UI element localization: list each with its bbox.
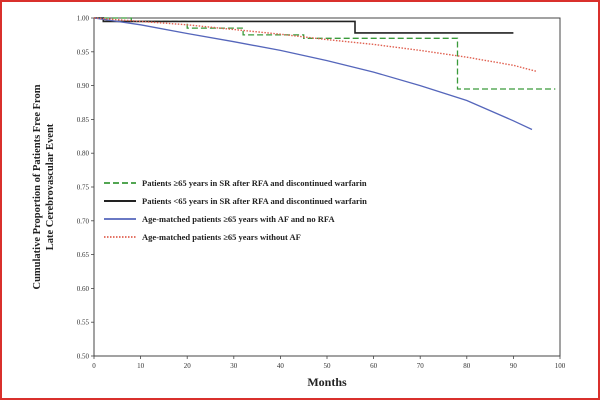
x-tick-label: 20	[184, 362, 192, 370]
legend: Patients ≥65 years in SR after RFA and d…	[104, 178, 367, 242]
series-line-2	[94, 17, 514, 34]
x-tick-label: 0	[92, 362, 96, 370]
legend-label-2: Patients <65 years in SR after RFA and d…	[142, 196, 367, 206]
y-axis-title-line-1: Cumulative Proportion of Patients Free F…	[32, 84, 43, 289]
y-tick-label: 0.75	[77, 184, 90, 192]
x-tick-label: 90	[510, 362, 518, 370]
y-tick-label: 0.70	[77, 217, 90, 225]
x-tick-label: 50	[324, 362, 332, 370]
x-tick-label: 70	[417, 362, 425, 370]
x-tick-label: 40	[277, 362, 285, 370]
x-tick-label: 60	[370, 362, 378, 370]
series-line-4	[93, 17, 537, 73]
y-tick-label: 0.65	[77, 251, 90, 259]
y-tick-label: 0.80	[77, 150, 90, 158]
x-tick-label: 30	[230, 362, 238, 370]
y-tick-label: 0.50	[77, 353, 90, 361]
legend-label-3: Age-matched patients ≥65 years with AF a…	[142, 214, 335, 224]
ticks: 0 10 20 30 40 50 60 70 80 90 100 0.50 0.55 0.60 0.65 0.…	[77, 15, 566, 371]
y-tick-label: 0.55	[77, 319, 90, 327]
y-tick-label: 0.95	[77, 48, 90, 56]
x-tick-label: 80	[463, 362, 471, 370]
legend-label-1: Patients ≥65 years in SR after RFA and d…	[142, 178, 367, 188]
y-tick-label: 0.90	[77, 82, 90, 90]
x-tick-label: 100	[555, 362, 566, 370]
x-axis-title: Months	[307, 375, 347, 389]
x-tick-label: 10	[137, 362, 145, 370]
y-axis-title-line-2: Late Cerebrovascular Event	[45, 123, 56, 250]
y-tick-label: 0.60	[77, 285, 90, 293]
series-line-3	[93, 17, 533, 131]
y-tick-label: 1.00	[77, 15, 90, 23]
y-tick-label: 0.85	[77, 116, 90, 124]
series-layer	[93, 17, 556, 131]
legend-label-4: Age-matched patients ≥65 years without A…	[142, 232, 301, 242]
